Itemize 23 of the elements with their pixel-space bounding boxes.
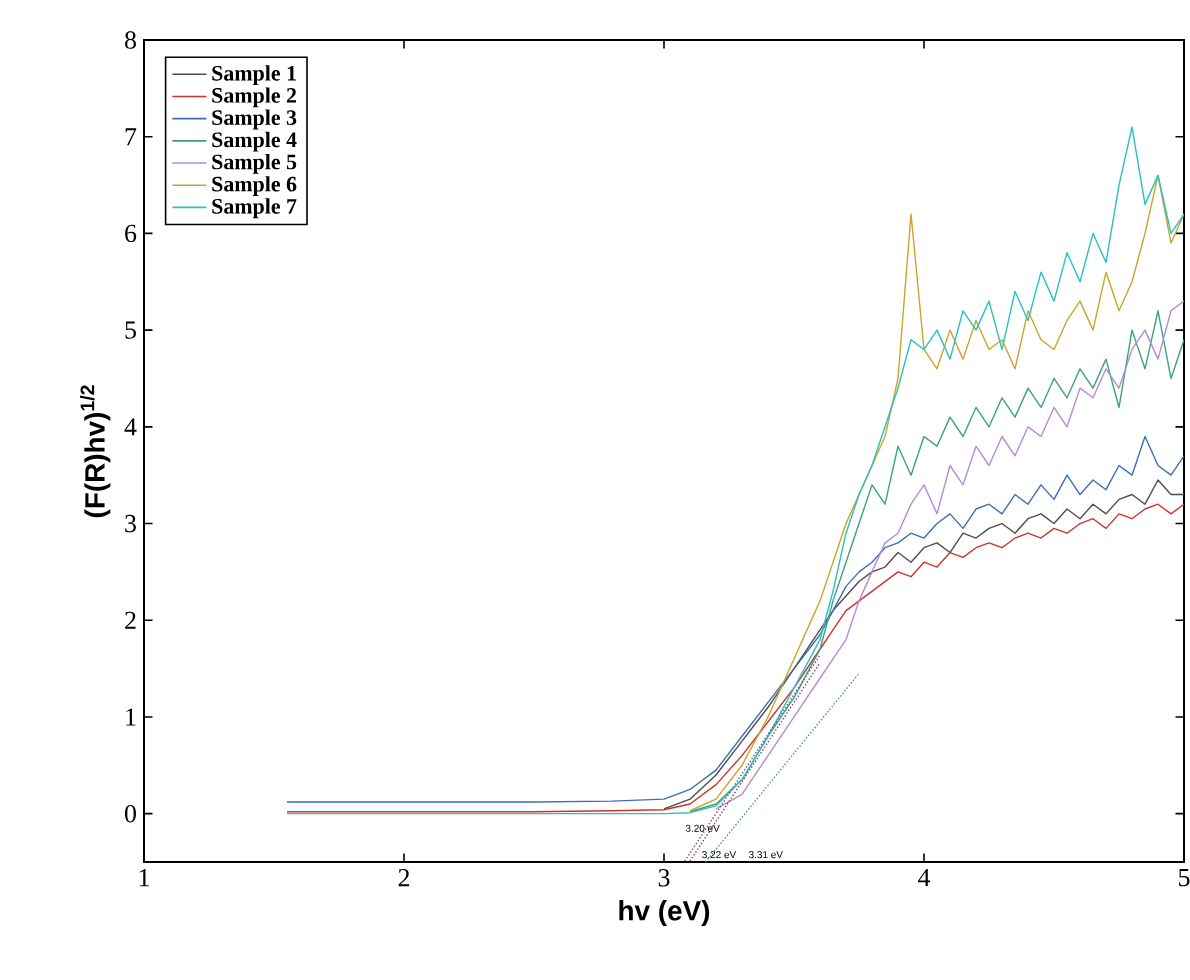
y-tick-label: 6 xyxy=(125,224,137,243)
x-tick-label: 1 xyxy=(139,869,149,887)
x-tick-label: 3 xyxy=(658,869,670,887)
legend-label: Sample 1 xyxy=(212,65,296,86)
y-tick-label: 8 xyxy=(125,31,136,49)
y-axis-title: (F(R)hv)$^{1/2}$ xyxy=(79,385,111,518)
x-tick-label: 4 xyxy=(918,869,931,887)
y-tick-label: 5 xyxy=(125,321,136,339)
legend-label: Sample 4 xyxy=(212,131,297,152)
y-tick-label: 3 xyxy=(125,514,136,533)
legend-label: Sample 7 xyxy=(212,198,297,219)
y-tick-label: 7 xyxy=(125,128,137,146)
y-tick-label: 2 xyxy=(125,611,136,629)
x-tick-label: 5 xyxy=(1179,869,1190,887)
legend-label: Sample 6 xyxy=(212,176,297,196)
x-axis-title: hv (eV) xyxy=(619,900,710,927)
x-tick-label: 2 xyxy=(398,869,410,887)
y-tick-label: 4 xyxy=(124,418,137,436)
legend-label: Sample 2 xyxy=(212,87,297,108)
legend-label: Sample 3 xyxy=(212,109,297,130)
y-tick-label: 1 xyxy=(126,708,136,726)
legend-label: Sample 5 xyxy=(212,153,297,174)
y-tick-label: 0 xyxy=(125,804,136,823)
